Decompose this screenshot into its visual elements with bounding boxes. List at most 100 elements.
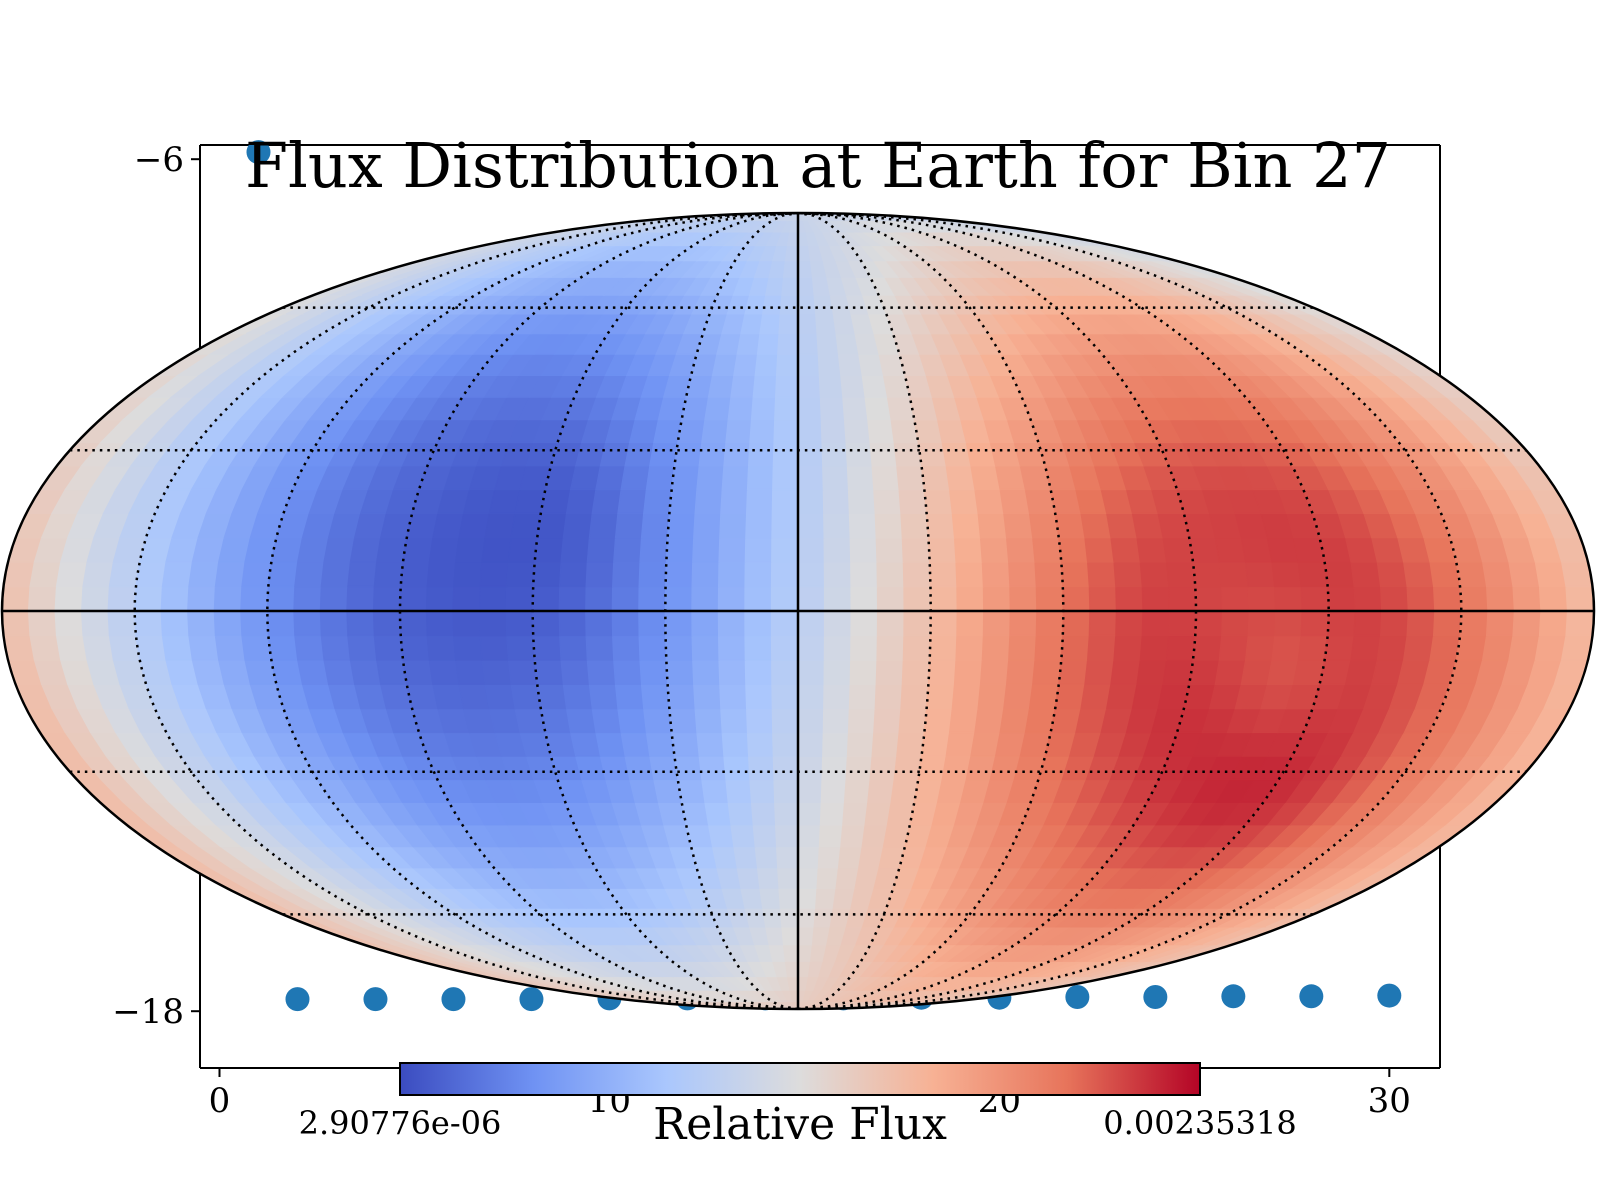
heat-cell <box>797 683 825 710</box>
heat-cell <box>532 585 561 612</box>
heat-cell <box>773 778 799 804</box>
heat-cell <box>1110 659 1141 686</box>
heat-cell <box>1244 634 1276 661</box>
heat-cell <box>668 707 698 734</box>
heat-cell <box>1534 561 1567 588</box>
heat-cell <box>772 755 799 781</box>
heat-cell <box>774 824 799 848</box>
heat-cell <box>797 419 823 444</box>
heat-cell <box>1080 512 1112 539</box>
heat-cell <box>1379 585 1409 612</box>
heat-cell <box>569 465 602 491</box>
heat-cell <box>797 276 815 296</box>
heat-cell <box>320 634 352 661</box>
heat-cell <box>624 441 655 467</box>
heat-cell <box>585 561 615 588</box>
heat-cell <box>727 396 754 421</box>
heat-cell <box>266 610 296 637</box>
heat-cell <box>1105 512 1138 539</box>
heat-cell <box>818 374 844 398</box>
heat-cell <box>294 634 325 661</box>
heat-cell <box>777 867 799 889</box>
heat-cell <box>425 585 455 612</box>
heat-cell <box>875 536 904 563</box>
heat-cell <box>704 801 732 826</box>
heat-cell <box>613 536 643 563</box>
heat-cell <box>717 585 746 612</box>
heat-cell <box>534 659 564 686</box>
heat-cell <box>817 353 842 376</box>
heat-cell <box>871 731 900 757</box>
heat-cell <box>754 353 779 376</box>
heat-cell <box>617 707 648 734</box>
heat-cell <box>818 824 844 848</box>
heat-cell <box>135 561 167 588</box>
heat-cell <box>1218 634 1249 661</box>
heat-cell <box>346 585 375 612</box>
heat-cell <box>1115 585 1144 612</box>
x-tick-label: 0 <box>209 1081 231 1121</box>
heat-cell <box>927 659 957 686</box>
colorbar-title: Relative Flux <box>653 1099 947 1150</box>
heat-cell <box>649 755 679 781</box>
heat-cell <box>692 536 721 563</box>
heat-cell <box>837 845 863 869</box>
sky-map <box>0 211 1596 1011</box>
heat-cell <box>1058 536 1089 563</box>
heat-cell <box>55 561 88 588</box>
heat-cell <box>749 778 776 804</box>
heat-cell <box>903 610 932 637</box>
heat-cell <box>294 561 325 588</box>
heat-cell <box>507 536 538 563</box>
heat-cell <box>797 801 822 826</box>
y-tick-label: −6 <box>134 140 184 180</box>
heat-cell <box>372 610 402 637</box>
heat-cell <box>665 536 695 563</box>
heat-cell <box>771 707 799 734</box>
heat-cell <box>1244 561 1276 588</box>
heat-cell <box>1221 585 1250 612</box>
heat-cell <box>478 585 508 612</box>
heat-cell <box>843 419 871 444</box>
heat-cell <box>1194 610 1224 637</box>
heat-cell <box>797 488 825 515</box>
heat-cell <box>846 731 875 757</box>
heat-cell <box>797 887 818 909</box>
heat-cell <box>585 634 615 661</box>
heat-cell <box>902 561 932 588</box>
heat-cell <box>797 610 826 637</box>
heat-cell <box>956 610 985 637</box>
heat-cell <box>1402 634 1435 661</box>
heat-cell <box>1459 585 1489 612</box>
heat-cell <box>319 610 349 637</box>
heat-cell <box>160 585 190 612</box>
heat-cell <box>1054 512 1086 539</box>
heat-cell <box>974 707 1005 734</box>
heat-cell <box>484 512 516 539</box>
heat-cell <box>848 512 877 539</box>
heat-cell <box>668 488 698 515</box>
heat-cell <box>823 683 851 710</box>
heat-cell <box>725 778 753 804</box>
heat-cell <box>797 659 825 686</box>
heat-cell <box>1165 634 1196 661</box>
heat-cell <box>876 634 905 661</box>
heat-cell <box>840 374 866 398</box>
heat-cell <box>1060 561 1090 588</box>
heat-cell <box>774 374 799 398</box>
heat-cell <box>29 561 62 588</box>
heat-cell <box>1565 585 1594 612</box>
heat-cell <box>1009 610 1038 637</box>
heat-cell <box>927 536 957 563</box>
heat-cell <box>1054 683 1086 710</box>
heat-cell <box>346 610 375 637</box>
heat-cell <box>620 731 651 757</box>
heat-cell <box>532 561 562 588</box>
heat-cell <box>823 610 852 637</box>
heat-cell <box>432 683 465 710</box>
heat-cell <box>645 731 676 757</box>
heat-cell <box>664 610 693 637</box>
heat-cell <box>1274 585 1303 612</box>
heat-cell <box>923 488 953 515</box>
heat-cell <box>819 801 846 826</box>
